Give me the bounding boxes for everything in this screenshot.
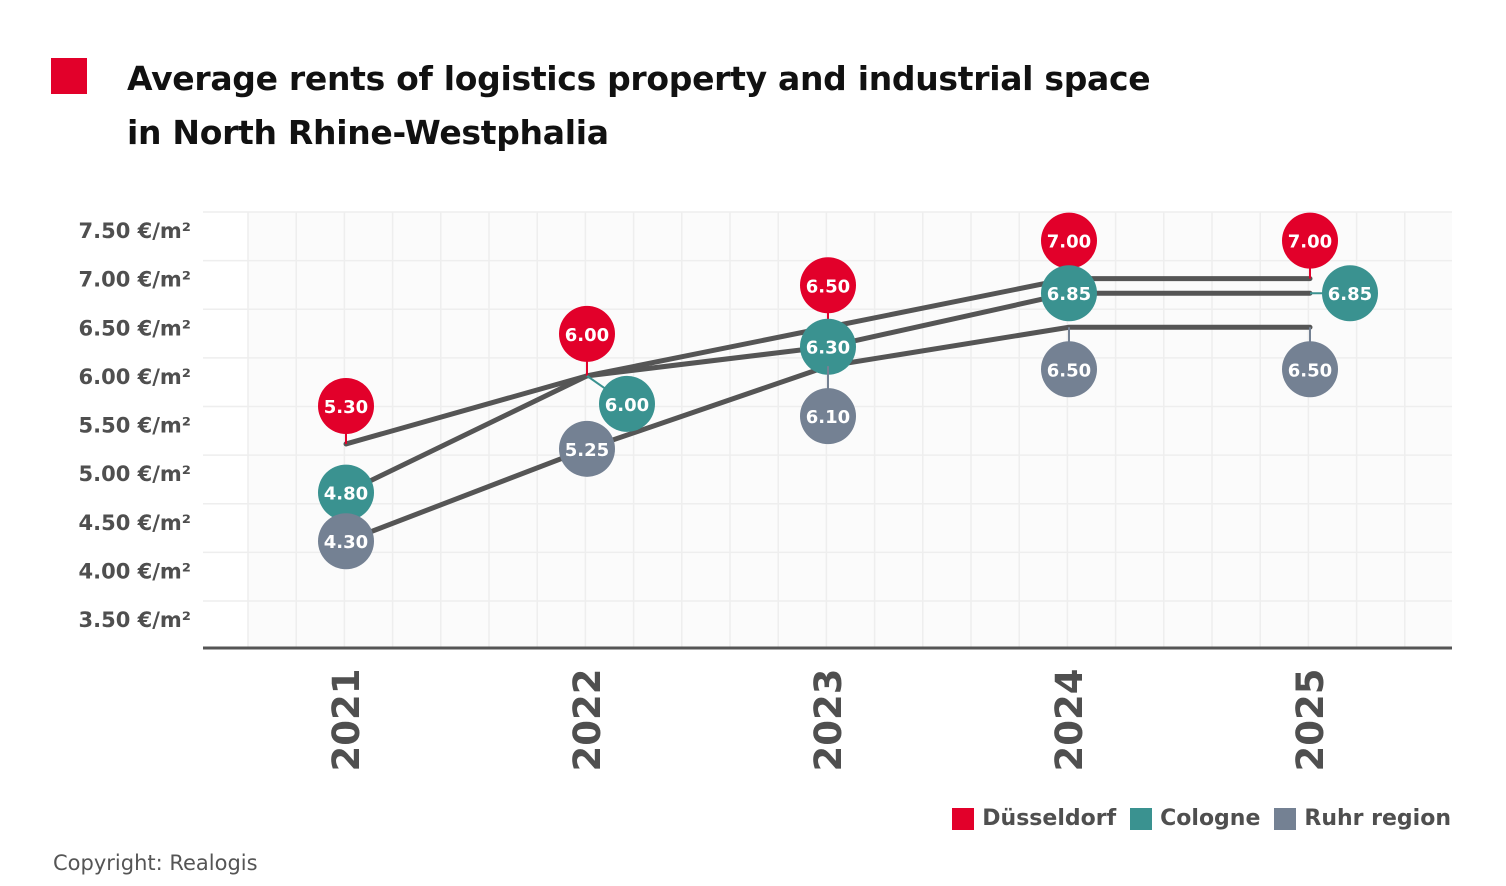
y-tick-label: 6.50 €/m² (79, 316, 192, 340)
legend-swatch-dusseldorf (952, 807, 975, 830)
chart-title-line-2: in North Rhine-Westphalia (127, 113, 609, 152)
legend-label-cologne: Cologne (1160, 806, 1261, 831)
data-label-d-sseldorf: 5.30 (324, 397, 368, 418)
y-tick-label: 6.00 €/m² (79, 365, 192, 389)
x-tick-label: 2021 (325, 669, 368, 772)
data-label-d-sseldorf: 7.00 (1288, 232, 1332, 253)
data-label-d-sseldorf: 7.00 (1047, 232, 1091, 253)
data-label-d-sseldorf: 6.50 (806, 276, 850, 297)
data-bubble-cologne (599, 375, 655, 432)
y-tick-label: 7.00 €/m² (79, 268, 192, 292)
data-label-ruhr-region: 4.30 (324, 532, 368, 553)
x-tick-label: 2025 (1289, 669, 1332, 772)
legend-item-ruhr-region[interactable]: Ruhr region (1274, 806, 1451, 831)
data-bubble-cologne (318, 464, 374, 521)
data-bubble-ruhr-region (800, 388, 856, 445)
x-tick-label: 2024 (1048, 669, 1091, 772)
data-bubble-ruhr-region (318, 513, 374, 570)
y-tick-label: 4.00 €/m² (79, 559, 192, 583)
data-labels: 5.30 6.00 6.50 7.00 7.00 4.80 6.00 6.30 6.85 6.85… (318, 212, 1378, 570)
data-bubble-d-sseldorf (559, 305, 615, 362)
chart-title-line-1: Average rents of logistics property and … (127, 59, 1151, 98)
legend-swatch-cologne (1130, 807, 1153, 830)
x-tick-label: 2023 (807, 669, 850, 772)
legend-item-dusseldorf[interactable]: Düsseldorf (952, 806, 1116, 831)
data-label-d-sseldorf: 6.00 (565, 325, 609, 346)
y-tick-label: 3.50 €/m² (79, 608, 192, 632)
data-bubble-ruhr-region (1282, 341, 1338, 398)
legend-swatch-ruhr-region (1274, 807, 1297, 830)
data-label-ruhr-region: 6.10 (806, 407, 850, 428)
copyright-notice: Copyright: Realogis (53, 851, 258, 875)
data-label-cologne: 6.85 (1328, 284, 1372, 305)
data-label-ruhr-region: 6.50 (1288, 360, 1332, 381)
legend: Düsseldorf Cologne Ruhr region (952, 806, 1451, 831)
title-accent-square (51, 58, 87, 94)
data-bubble-cologne (1322, 265, 1378, 322)
data-label-ruhr-region: 6.50 (1047, 360, 1091, 381)
data-bubble-cologne (800, 318, 856, 375)
x-axis: 2021 2022 2023 2024 2025 (325, 669, 1332, 772)
data-bubble-ruhr-region (559, 420, 615, 477)
data-bubble-d-sseldorf (1282, 212, 1338, 269)
y-axis: 7.50 €/m² 7.00 €/m² 6.50 €/m² 6.00 €/m² 5.50… (79, 219, 192, 632)
data-label-ruhr-region: 5.25 (565, 440, 609, 461)
y-tick-label: 4.50 €/m² (79, 511, 192, 535)
legend-label-ruhr-region: Ruhr region (1304, 806, 1451, 831)
data-bubble-d-sseldorf (318, 377, 374, 434)
legend-label-dusseldorf: Düsseldorf (982, 806, 1117, 831)
chart-title: Average rents of logistics property and … (127, 52, 1327, 160)
y-tick-label: 7.50 €/m² (79, 219, 192, 243)
data-label-cologne: 6.00 (605, 395, 649, 416)
x-tick-label: 2022 (566, 669, 609, 772)
y-tick-label: 5.00 €/m² (79, 462, 192, 486)
data-label-cologne: 6.30 (806, 338, 850, 359)
y-tick-label: 5.50 €/m² (79, 414, 192, 438)
data-label-cologne: 4.80 (324, 484, 368, 505)
data-bubble-d-sseldorf (800, 257, 856, 314)
data-bubble-d-sseldorf (1041, 212, 1097, 269)
legend-item-cologne[interactable]: Cologne (1130, 806, 1260, 831)
data-label-cologne: 6.85 (1047, 284, 1091, 305)
data-bubble-ruhr-region (1041, 341, 1097, 398)
data-bubble-cologne (1041, 265, 1097, 322)
